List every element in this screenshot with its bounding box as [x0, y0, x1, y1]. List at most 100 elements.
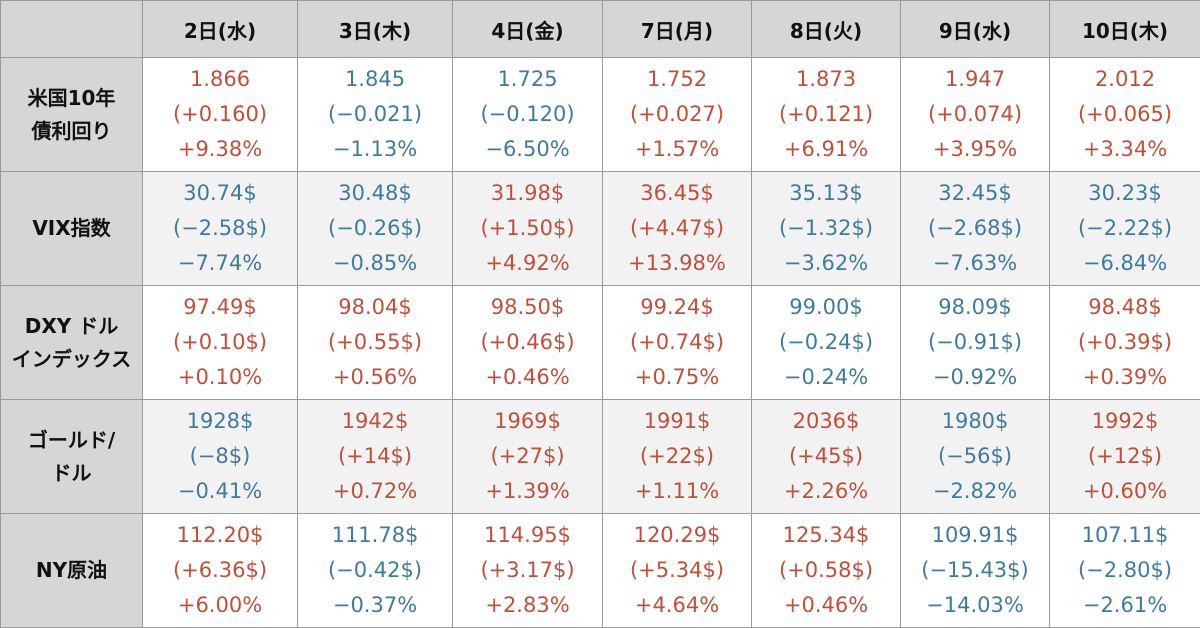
data-cell: 1.866 (+0.160) +9.38%	[142, 57, 298, 172]
data-cell: 99.00$ (−0.24$) −0.24%	[751, 285, 901, 400]
data-cell: 1992$ (+12$) +0.60%	[1049, 399, 1200, 514]
cell-change: (+4.47$)	[629, 216, 725, 240]
cell-value: 98.50$	[490, 295, 565, 319]
cell-pct: −0.85%	[332, 251, 418, 275]
row-header: NY原油	[0, 513, 143, 628]
cell-value: 120.29$	[633, 523, 721, 547]
cell-value: 109.91$	[931, 523, 1019, 547]
data-cell: 109.91$ (−15.43$) −14.03%	[900, 513, 1050, 628]
cell-pct: −1.13%	[332, 137, 418, 161]
cell-pct: +3.95%	[932, 137, 1018, 161]
cell-pct: −2.82%	[932, 479, 1018, 503]
table-row: DXY ドル インデックス 97.49$ (+0.10$) +0.10% 98.04$ (+…	[0, 285, 1200, 400]
data-cell: 1980$ (−56$) −2.82%	[900, 399, 1050, 514]
cell-value: 1.866	[189, 67, 251, 91]
data-cell: 107.11$ (−2.80$) −2.61%	[1049, 513, 1200, 628]
row-header: 米国10年 債利回り	[0, 57, 143, 172]
cell-pct: −2.61%	[1082, 593, 1168, 617]
table-row: 米国10年 債利回り 1.866 (+0.160) +9.38% 1.845 (−0.021…	[0, 57, 1200, 172]
cell-change: (+22$)	[639, 444, 715, 468]
row-header-line: DXY ドル	[24, 313, 119, 338]
data-cell: 98.50$ (+0.46$) +0.46%	[452, 285, 603, 400]
column-header: 7日(月)	[602, 0, 752, 58]
cell-pct: +0.60%	[1082, 479, 1168, 503]
data-cell: 1969$ (+27$) +1.39%	[452, 399, 603, 514]
table-row: VIX指数 30.74$ (−2.58$) −7.74% 30.48$ (−0.26$) −…	[0, 171, 1200, 286]
column-header: 2日(水)	[142, 0, 298, 58]
cell-change: (−0.42$)	[327, 558, 423, 582]
cell-value: 32.45$	[938, 181, 1012, 205]
data-cell: 98.09$ (−0.91$) −0.92%	[900, 285, 1050, 400]
cell-pct: +0.72%	[332, 479, 418, 503]
cell-pct: +1.11%	[634, 479, 720, 503]
cell-change: (+27$)	[490, 444, 565, 468]
cell-change: (−15.43$)	[921, 558, 1029, 582]
cell-change: (−2.58$)	[172, 216, 268, 240]
cell-change: (+14$)	[337, 444, 413, 468]
cell-value: 1980$	[941, 409, 1009, 433]
cell-change: (−0.24$)	[778, 330, 874, 354]
cell-change: (−0.120)	[480, 102, 575, 126]
column-header: 10日(木)	[1049, 0, 1200, 58]
cell-value: 30.74$	[183, 181, 257, 205]
cell-change: (−1.32$)	[778, 216, 874, 240]
cell-value: 30.48$	[338, 181, 412, 205]
cell-value: 31.98$	[490, 181, 565, 205]
cell-change: (+0.55$)	[327, 330, 423, 354]
cell-change: (+0.121)	[778, 102, 874, 126]
cell-pct: −0.92%	[932, 365, 1018, 389]
cell-value: 1.845	[344, 67, 406, 91]
data-cell: 98.04$ (+0.55$) +0.56%	[297, 285, 453, 400]
cell-pct: +0.75%	[634, 365, 720, 389]
data-cell: 1.947 (+0.074) +3.95%	[900, 57, 1050, 172]
cell-value: 1992$	[1091, 409, 1159, 433]
cell-value: 1942$	[341, 409, 409, 433]
cell-change: (+0.46$)	[480, 330, 575, 354]
cell-change: (+0.58$)	[778, 558, 874, 582]
row-header-line: 債利回り	[31, 118, 112, 143]
cell-value: 35.13$	[789, 181, 863, 205]
cell-value: 99.00$	[789, 295, 863, 319]
cell-change: (+1.50$)	[480, 216, 575, 240]
cell-pct: +1.57%	[634, 137, 720, 161]
row-header-line: ゴールド/	[27, 427, 116, 452]
cell-change: (+0.074)	[927, 102, 1023, 126]
data-cell: 1991$ (+22$) +1.11%	[602, 399, 752, 514]
cell-change: (+0.065)	[1077, 102, 1173, 126]
column-header: 9日(水)	[900, 0, 1050, 58]
cell-change: (+0.74$)	[629, 330, 725, 354]
cell-change: (+12$)	[1087, 444, 1163, 468]
cell-value: 97.49$	[183, 295, 257, 319]
cell-pct: −0.24%	[783, 365, 869, 389]
data-cell: 30.48$ (−0.26$) −0.85%	[297, 171, 453, 286]
cell-pct: +0.39%	[1082, 365, 1168, 389]
cell-value: 30.23$	[1088, 181, 1162, 205]
cell-value: 125.34$	[782, 523, 870, 547]
cell-value: 114.95$	[484, 523, 571, 547]
cell-change: (+0.39$)	[1077, 330, 1173, 354]
cell-value: 1.752	[646, 67, 708, 91]
cell-pct: −14.03%	[926, 593, 1024, 617]
cell-change: (−56$)	[937, 444, 1013, 468]
cell-pct: +0.56%	[332, 365, 418, 389]
data-cell: 1.725 (−0.120) −6.50%	[452, 57, 603, 172]
cell-pct: +4.92%	[485, 251, 570, 275]
cell-value: 1969$	[494, 409, 561, 433]
data-cell: 2036$ (+45$) +2.26%	[751, 399, 901, 514]
cell-pct: −0.37%	[332, 593, 418, 617]
cell-value: 1.725	[497, 67, 558, 91]
cell-value: 2.012	[1094, 67, 1156, 91]
cell-change: (+0.027)	[629, 102, 725, 126]
cell-value: 111.78$	[331, 523, 419, 547]
cell-change: (−0.26$)	[327, 216, 423, 240]
cell-value: 107.11$	[1081, 523, 1169, 547]
row-header: VIX指数	[0, 171, 143, 286]
cell-pct: +13.98%	[628, 251, 726, 275]
data-cell: 32.45$ (−2.68$) −7.63%	[900, 171, 1050, 286]
cell-pct: −6.84%	[1082, 251, 1168, 275]
table-row: NY原油 112.20$ (+6.36$) +6.00% 111.78$ (−0.42$)…	[0, 513, 1200, 628]
data-cell: 30.74$ (−2.58$) −7.74%	[142, 171, 298, 286]
cell-change: (+0.10$)	[172, 330, 268, 354]
data-cell: 36.45$ (+4.47$) +13.98%	[602, 171, 752, 286]
